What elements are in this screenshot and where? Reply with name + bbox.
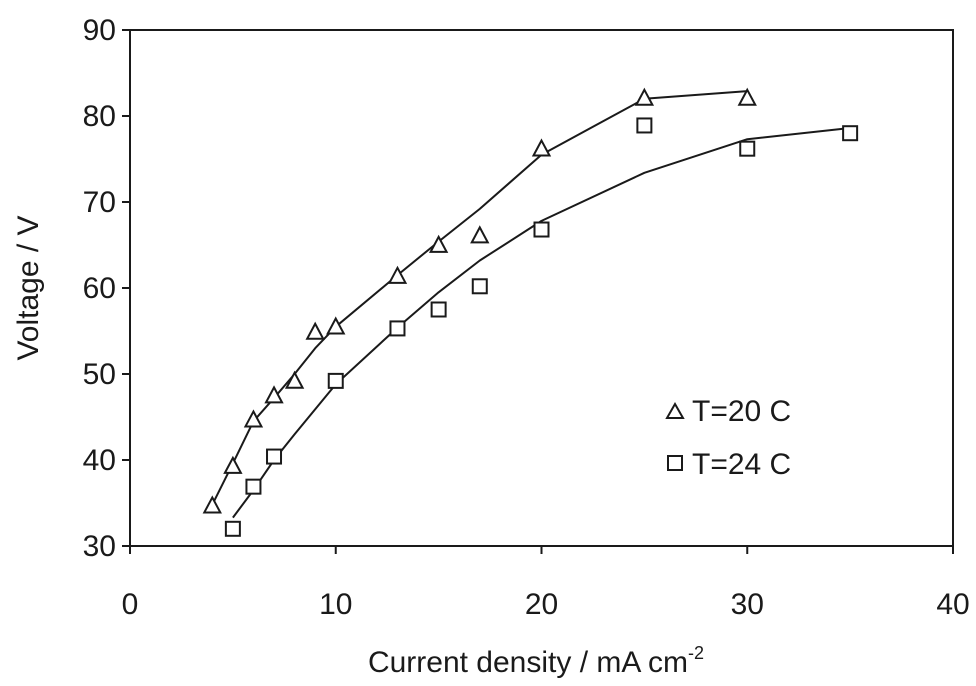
y-tick-label-1: 40 xyxy=(83,444,116,477)
series-1-point-2 xyxy=(266,448,283,465)
series-0-point-2 xyxy=(243,409,264,428)
data-markers xyxy=(202,87,859,537)
series-1-point-9 xyxy=(739,140,756,157)
legend: T=20 C T=24 C xyxy=(665,395,791,481)
legend-label-0: T=20 C xyxy=(692,395,791,428)
x-tick-label-1: 10 xyxy=(319,588,352,621)
x-tick-label-3: 30 xyxy=(731,588,764,621)
series-1-point-3 xyxy=(327,372,344,389)
series-0-point-9 xyxy=(470,225,490,244)
x-axis: 0 10 20 30 40 xyxy=(122,546,970,621)
y-tick-label-5: 80 xyxy=(83,100,116,133)
series-0-point-4 xyxy=(284,370,305,389)
plot-area xyxy=(129,29,954,547)
series-1-point-1 xyxy=(245,478,262,495)
series-0-point-6 xyxy=(326,316,346,335)
series-1-point-0 xyxy=(224,520,241,537)
y-axis: 30 40 50 60 70 80 90 xyxy=(83,14,130,563)
legend-square-icon xyxy=(667,455,683,471)
y-tick-label-0: 30 xyxy=(83,530,116,563)
y-axis-title: Voltage / V xyxy=(12,215,45,360)
y-tick-label-3: 60 xyxy=(83,272,116,305)
series-0-point-8 xyxy=(428,234,449,253)
series-1-point-4 xyxy=(389,320,406,337)
x-axis-title-superscript: -2 xyxy=(688,643,704,663)
series-1-point-8 xyxy=(636,117,653,134)
series-0-point-12 xyxy=(737,87,757,106)
fit-line-1 xyxy=(232,127,851,519)
legend-item-0: T=20 C xyxy=(665,395,791,428)
series-1-point-7 xyxy=(533,221,550,238)
series-1-point-6 xyxy=(471,278,488,295)
x-tick-label-0: 0 xyxy=(122,588,139,621)
series-0-point-5 xyxy=(305,321,325,340)
series-0-point-3 xyxy=(264,385,284,404)
x-axis-title-main: Current density / mA cm xyxy=(368,646,688,679)
series-0-point-7 xyxy=(387,265,408,284)
series-0-point-11 xyxy=(634,87,655,106)
legend-label-1: T=24 C xyxy=(692,448,791,481)
legend-item-1: T=24 C xyxy=(667,448,791,481)
x-tick-label-2: 20 xyxy=(525,588,558,621)
y-tick-label-2: 50 xyxy=(83,358,116,391)
series-1-point-5 xyxy=(430,301,447,318)
legend-triangle-icon xyxy=(665,401,685,419)
y-tick-label-6: 90 xyxy=(83,14,116,47)
x-tick-label-4: 40 xyxy=(936,588,969,621)
series-0-point-0 xyxy=(202,495,222,514)
x-axis-title: Current density / mA cm-2 xyxy=(368,643,704,679)
series-1-point-10 xyxy=(842,125,859,142)
series-0-point-10 xyxy=(531,138,552,157)
y-tick-label-4: 70 xyxy=(83,186,116,219)
series-0-point-1 xyxy=(223,455,243,474)
